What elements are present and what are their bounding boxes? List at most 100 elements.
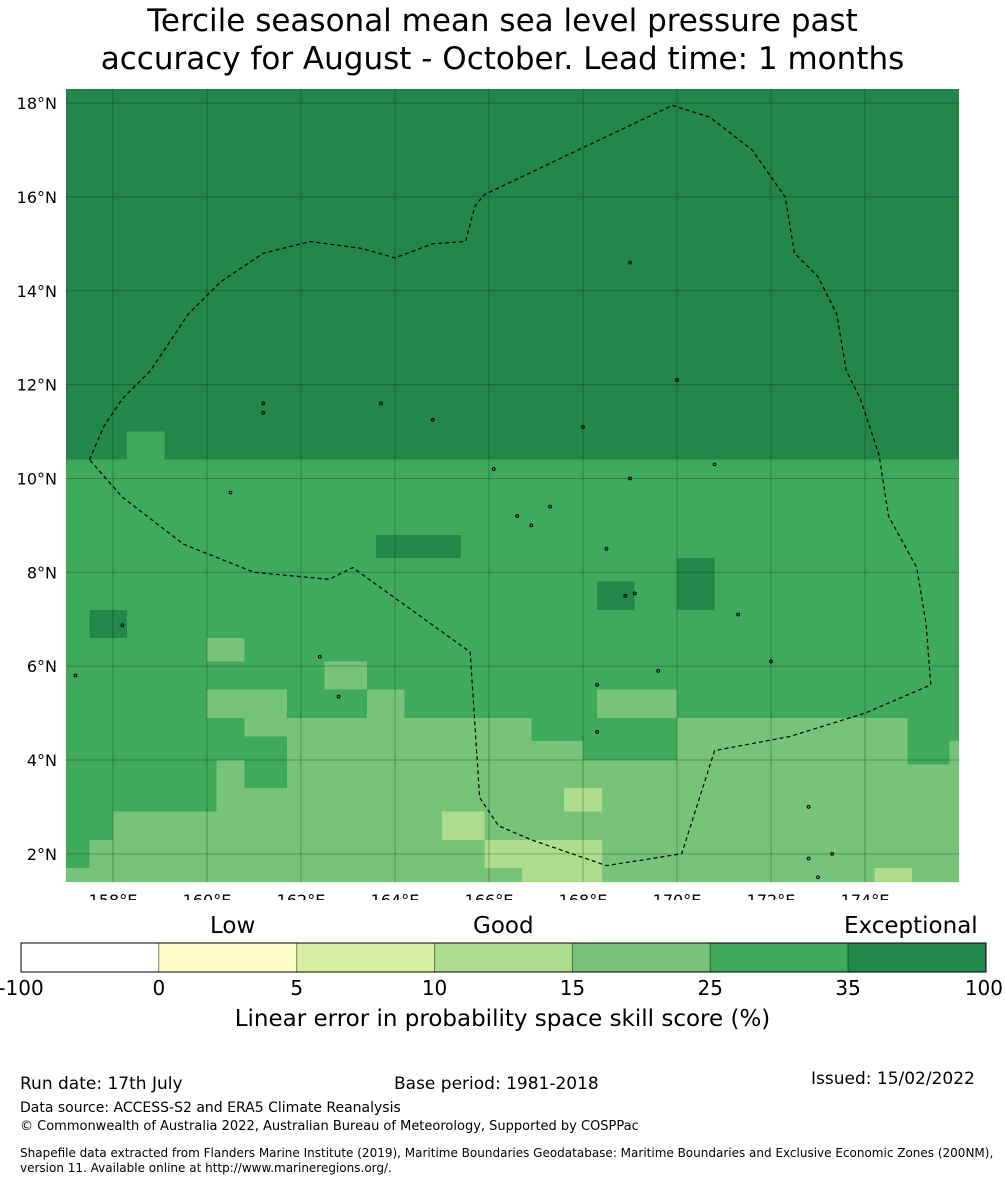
island-outline <box>830 851 834 856</box>
skill-cell-35-100 <box>66 89 959 460</box>
colorbar-category-good: Good <box>473 913 534 939</box>
lon-tick-label: 172°E <box>747 891 796 900</box>
skill-cell-25-35 <box>794 525 880 540</box>
island-outline <box>675 378 679 382</box>
skill-cell-25-35 <box>526 525 795 549</box>
colorbar-segment <box>571 942 711 973</box>
map-frame <box>65 88 960 883</box>
eez-boundary <box>88 104 932 867</box>
run-date: Run date: 17th July <box>20 1074 183 1094</box>
lon-tick-label: 160°E <box>183 891 232 900</box>
island-outline <box>515 514 520 518</box>
colorbar-tick-label: -100 <box>0 976 44 1000</box>
lat-tick-label: 16°N <box>17 188 57 207</box>
skill-cell-25-35 <box>127 431 165 460</box>
lon-tick-label: 174°E <box>841 891 890 900</box>
colorbar-tick-label: 10 <box>421 976 448 1000</box>
island-outline <box>769 659 773 664</box>
lat-tick-label: 14°N <box>17 282 57 301</box>
colorbar-category-exceptional: Exceptional <box>844 913 978 939</box>
skill-cell-10-15 <box>564 788 602 812</box>
colorbar-tick-label: 35 <box>835 976 861 1000</box>
chart-title: Tercile seasonal mean sea level pressure… <box>0 2 1005 78</box>
island-outline <box>816 875 820 880</box>
island-outline <box>120 623 125 628</box>
lon-tick-label: 166°E <box>465 891 514 900</box>
copyright: © Commonwealth of Australia 2022, Austra… <box>20 1119 639 1134</box>
island-outline <box>548 504 552 509</box>
colorbar-category-low: Low <box>210 913 256 939</box>
island-outline <box>336 694 341 699</box>
colorbar-tick-label: 5 <box>290 976 304 1000</box>
colorbar <box>20 942 987 973</box>
skill-cell-25-35 <box>244 736 287 789</box>
island-outline <box>73 673 78 678</box>
island-outline <box>595 683 599 687</box>
skill-cell-25-35 <box>66 717 217 812</box>
island-outline <box>604 546 609 551</box>
island-outline <box>261 410 266 415</box>
colorbar-tick-label: 15 <box>559 976 586 1000</box>
colorbar-tick-label: 100 <box>964 976 1003 1000</box>
colorbar-segment <box>434 942 573 973</box>
chart-title-line-1: Tercile seasonal mean sea level pressure… <box>147 3 858 39</box>
island-outline <box>628 260 632 265</box>
issued-date: Issued: 15/02/2022 <box>811 1069 975 1089</box>
skill-cell-25-35 <box>583 717 677 760</box>
skill-cell-25-35 <box>66 839 90 868</box>
skill-cell-35-100 <box>677 558 715 610</box>
data-source: Data source: ACCESS-S2 and ERA5 Climate … <box>20 1100 401 1116</box>
lon-tick-label: 164°E <box>371 891 420 900</box>
island-outline <box>628 476 632 481</box>
skill-cell-10-15 <box>521 839 602 882</box>
lat-tick-label: 8°N <box>27 563 57 582</box>
island-outline <box>806 805 811 809</box>
skill-cell-25-35 <box>949 717 959 742</box>
island-outline <box>632 591 637 596</box>
island-outline <box>228 490 233 495</box>
island-outline <box>806 856 811 861</box>
colorbar-frame <box>20 942 987 973</box>
lat-tick-label: 6°N <box>27 657 57 676</box>
skill-cell-15-25 <box>207 638 245 662</box>
skill-cell-25-35 <box>66 459 959 718</box>
skill-cell-15-25 <box>324 661 367 690</box>
lat-tick-label: 18°N <box>17 94 57 113</box>
chart-title-line-2: accuracy for August - October. Lead time… <box>100 41 905 77</box>
lon-tick-label: 158°E <box>89 891 138 900</box>
island-outline <box>430 417 435 422</box>
skill-cell-25-35 <box>66 811 113 840</box>
island-outline <box>581 424 585 429</box>
island-outline <box>712 462 717 467</box>
colorbar-tick-label: 25 <box>697 976 724 1000</box>
colorbar-segment <box>158 942 298 973</box>
colorbar-label: Linear error in probability space skill … <box>234 1006 771 1032</box>
island-outline <box>491 467 496 471</box>
lat-tick-label: 12°N <box>17 376 57 395</box>
colorbar-segment <box>709 942 849 973</box>
island-outline <box>529 523 534 528</box>
lon-tick-label: 168°E <box>559 891 608 900</box>
skill-cell-10-15 <box>442 811 485 840</box>
skill-cell-15-25 <box>207 689 287 718</box>
skill-cell-35-100 <box>376 534 461 559</box>
skill-cell-15-25 <box>366 689 405 718</box>
skill-cell-25-35 <box>907 717 950 765</box>
skill-cell-10-15 <box>484 839 522 868</box>
lon-tick-label: 170°E <box>653 891 702 900</box>
shapefile-attribution: Shapefile data extracted from Flanders M… <box>20 1146 994 1175</box>
lat-tick-label: 4°N <box>27 751 57 770</box>
skill-score-map: 18°N 16°N 14°N 12°N 10°N 8°N 6°N 4°N 2°N 158°E 160… <box>17 88 960 900</box>
colorbar-segment <box>296 942 436 973</box>
island-outline <box>595 729 599 734</box>
skill-cell-25-35 <box>531 717 583 742</box>
skill-cell-35-100 <box>597 581 635 610</box>
base-period: Base period: 1981-2018 <box>394 1074 599 1094</box>
colorbar-tick-label: 0 <box>152 976 166 1000</box>
lat-tick-label: 10°N <box>17 469 57 488</box>
island-outline <box>261 401 266 406</box>
colorbar-segment <box>847 942 987 973</box>
skill-cell-25-35 <box>329 478 372 526</box>
island-outline <box>623 593 628 598</box>
lat-tick-label: 2°N <box>27 845 57 864</box>
